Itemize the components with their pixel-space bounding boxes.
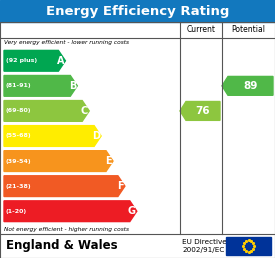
Text: 89: 89 xyxy=(243,81,258,91)
Text: C: C xyxy=(81,106,88,116)
Text: (92 plus): (92 plus) xyxy=(6,58,37,63)
Text: (69-80): (69-80) xyxy=(6,108,32,114)
Bar xyxy=(226,237,271,255)
Polygon shape xyxy=(4,76,77,96)
Polygon shape xyxy=(222,76,273,95)
Text: E: E xyxy=(105,156,112,166)
Text: EU Directive
2002/91/EC: EU Directive 2002/91/EC xyxy=(182,239,227,253)
Text: A: A xyxy=(57,56,64,66)
Text: Not energy efficient - higher running costs: Not energy efficient - higher running co… xyxy=(4,227,129,232)
Text: Potential: Potential xyxy=(232,26,265,35)
Polygon shape xyxy=(4,201,137,222)
Text: (1-20): (1-20) xyxy=(6,209,27,214)
Text: F: F xyxy=(117,181,124,191)
Text: D: D xyxy=(92,131,100,141)
Bar xyxy=(0,0,275,22)
Text: B: B xyxy=(69,81,76,91)
Text: Very energy efficient - lower running costs: Very energy efficient - lower running co… xyxy=(4,40,129,45)
Text: England & Wales: England & Wales xyxy=(6,239,118,253)
Text: Energy Efficiency Rating: Energy Efficiency Rating xyxy=(46,4,229,18)
Text: (39-54): (39-54) xyxy=(6,159,32,164)
Polygon shape xyxy=(4,101,89,121)
Polygon shape xyxy=(4,151,113,172)
Text: (81-91): (81-91) xyxy=(6,83,32,88)
Text: G: G xyxy=(128,206,136,216)
Polygon shape xyxy=(4,50,65,71)
Text: (21-38): (21-38) xyxy=(6,184,32,189)
Text: (55-68): (55-68) xyxy=(6,133,32,139)
Polygon shape xyxy=(4,176,125,197)
Text: 76: 76 xyxy=(196,106,210,116)
Polygon shape xyxy=(180,101,220,120)
Text: Current: Current xyxy=(186,26,216,35)
Polygon shape xyxy=(4,126,101,146)
